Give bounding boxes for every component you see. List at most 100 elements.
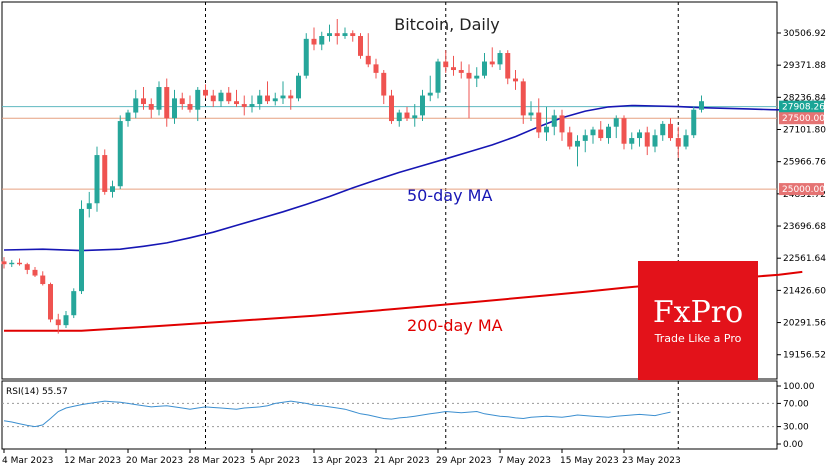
candle-body (520, 81, 526, 116)
rsi-tick-label-2: 30.00 (783, 423, 809, 433)
candle (164, 78, 170, 127)
candle (544, 106, 549, 141)
candle (451, 55, 456, 76)
rsi-line (3, 400, 671, 428)
price-tick-label-2: 28236.84 (783, 93, 826, 103)
candle-body (79, 208, 84, 292)
candle-body (55, 319, 61, 326)
candle (9, 259, 15, 268)
candle-body (358, 36, 363, 56)
candle (218, 89, 224, 107)
candle-body (598, 129, 604, 139)
candle (24, 262, 30, 275)
candle-body (172, 98, 177, 119)
candle-body (334, 33, 340, 37)
candle-body (257, 95, 263, 105)
candle-body (606, 126, 611, 139)
candle-body (505, 53, 511, 79)
candle-body (148, 104, 154, 110)
candle-body (590, 129, 596, 136)
candle-body (513, 78, 518, 82)
candle (652, 129, 658, 153)
candle-body (528, 112, 534, 116)
candle-body (567, 132, 573, 147)
candle (675, 126, 681, 158)
candle (660, 121, 666, 141)
candle (644, 126, 650, 156)
candle-body (621, 118, 627, 144)
fxpro-logo-background (638, 261, 758, 380)
price-tick-label-0: 30506.92 (783, 29, 826, 39)
candle-body (559, 115, 565, 133)
candle (520, 78, 526, 124)
candle (443, 50, 449, 73)
candle-body (342, 33, 348, 37)
candle (226, 87, 232, 105)
time-tick-label-8: 7 May 2023 (498, 456, 551, 466)
time-axis-ticks: 4 Mar 2023 12 Mar 2023 20 Mar 2023 28 Mar 2… (2, 449, 681, 466)
time-tick-label-1: 12 Mar 2023 (64, 456, 121, 466)
candle (63, 310, 69, 328)
candle-body (86, 203, 92, 209)
candle (396, 109, 402, 127)
candle (311, 27, 317, 51)
candle-body (381, 72, 387, 96)
candle (497, 50, 503, 71)
candle (148, 98, 154, 119)
candle (48, 282, 53, 323)
candle-body (474, 75, 480, 79)
candle (606, 123, 611, 144)
candle (474, 67, 480, 88)
candle-body (32, 269, 38, 276)
candle-body (63, 315, 69, 326)
candle-body (110, 186, 115, 192)
candle-body (420, 95, 425, 116)
candle (133, 89, 139, 119)
candle (265, 81, 270, 105)
candle-body (226, 92, 232, 102)
candle (1, 257, 7, 269)
candle-body (544, 126, 549, 133)
candle (210, 89, 216, 107)
candle (427, 75, 433, 102)
candle-body (451, 67, 456, 71)
candle (342, 27, 348, 39)
candle-body (210, 95, 216, 102)
candle (513, 70, 518, 90)
time-tick-label-3: 28 Mar 2023 (188, 456, 245, 466)
candle-body (195, 89, 201, 110)
candle (241, 95, 247, 116)
candle (195, 87, 201, 122)
candle-body (582, 135, 588, 141)
candle (79, 200, 84, 294)
candle (102, 149, 108, 195)
candle (350, 30, 356, 42)
candle (466, 64, 472, 119)
candle (389, 89, 394, 124)
candle (575, 135, 580, 167)
candle-body (94, 155, 100, 204)
candle-body (303, 38, 309, 76)
candle-body (280, 95, 286, 99)
candle (420, 89, 425, 122)
candle (412, 104, 418, 127)
candle-body (203, 89, 208, 96)
price-tick-label-9: 20291.56 (783, 319, 826, 329)
candle-body (497, 53, 503, 65)
candle-body (71, 291, 77, 316)
time-tick-label-10: 23 May 2023 (622, 456, 681, 466)
candle-body (412, 115, 418, 119)
candle (629, 132, 635, 150)
candle-body (489, 61, 495, 65)
candle-body (288, 95, 294, 99)
candle-body (40, 275, 46, 285)
candle (404, 106, 410, 122)
fxpro-logo: FxPro Trade Like a Pro (638, 261, 758, 380)
price-tick-label-7: 22561.64 (783, 254, 826, 264)
candle-body (327, 33, 332, 37)
price-tick-label-8: 21426.60 (783, 286, 826, 296)
candle (71, 288, 77, 319)
price-pane-frame (1, 1, 778, 380)
price-tick-label-1: 29371.88 (783, 61, 826, 71)
